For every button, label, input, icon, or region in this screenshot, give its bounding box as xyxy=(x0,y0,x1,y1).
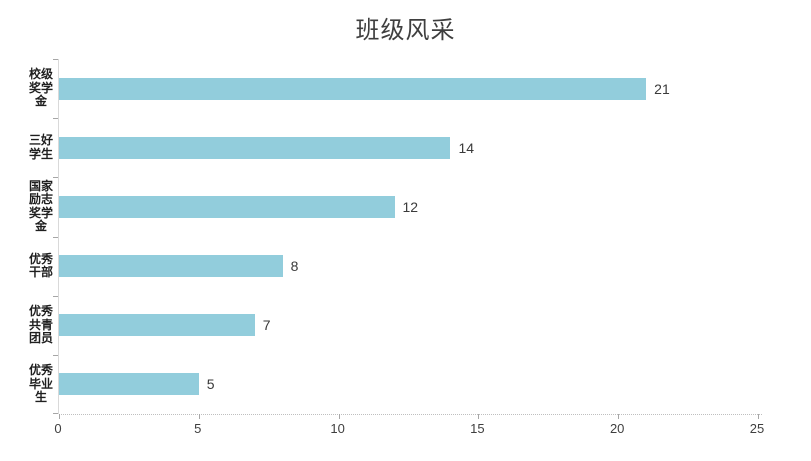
bar xyxy=(59,136,451,159)
bar-value-label: 5 xyxy=(206,376,215,393)
y-axis-tick xyxy=(53,118,58,120)
bar xyxy=(59,195,395,218)
x-axis-tick xyxy=(478,414,480,419)
bar-value-label: 12 xyxy=(402,198,419,215)
bar xyxy=(59,314,255,337)
bar-value-label: 14 xyxy=(458,139,475,156)
x-axis-tick xyxy=(618,414,620,419)
plot-area: 21 校级 奖学 金 14 三好 学生 12 国家 励志 奖学 金 8 优秀 干部 7 优秀 共青… xyxy=(29,59,762,419)
y-axis-tick xyxy=(53,413,58,414)
x-axis-line xyxy=(59,414,762,415)
x-axis-tick-label: 0 xyxy=(54,421,62,436)
bar xyxy=(59,255,283,278)
x-axis-tick-label: 20 xyxy=(609,421,625,436)
y-axis-tick xyxy=(53,354,58,356)
bar-value-label: 8 xyxy=(290,258,299,275)
category-label: 优秀 共青 团员 xyxy=(28,304,53,345)
category-label: 三好 学生 xyxy=(28,133,53,161)
x-axis-tick-label: 5 xyxy=(194,421,202,436)
bar-value-label: 21 xyxy=(654,80,670,97)
y-axis-tick xyxy=(53,177,58,179)
y-axis-tick xyxy=(53,295,58,297)
y-axis-tick xyxy=(53,236,58,238)
category-label: 国家 励志 奖学 金 xyxy=(28,178,53,234)
x-axis-tick xyxy=(338,414,340,419)
x-axis-tick xyxy=(758,414,759,419)
bar-value-label: 7 xyxy=(262,317,271,334)
chart-title: 班级风采 xyxy=(355,17,456,44)
x-axis-tick xyxy=(59,414,60,419)
y-axis-tick xyxy=(53,59,58,60)
x-axis-tick-label: 10 xyxy=(330,421,345,436)
x-axis-tick xyxy=(198,414,200,419)
bar xyxy=(59,77,647,100)
bar xyxy=(59,373,199,396)
category-label: 优秀 干部 xyxy=(28,251,53,280)
x-axis-tick-label: 15 xyxy=(470,421,485,436)
category-label: 优秀 毕业 生 xyxy=(28,363,53,405)
category-label: 校级 奖学 金 xyxy=(28,67,53,109)
x-axis-tick-label: 25 xyxy=(749,421,765,436)
